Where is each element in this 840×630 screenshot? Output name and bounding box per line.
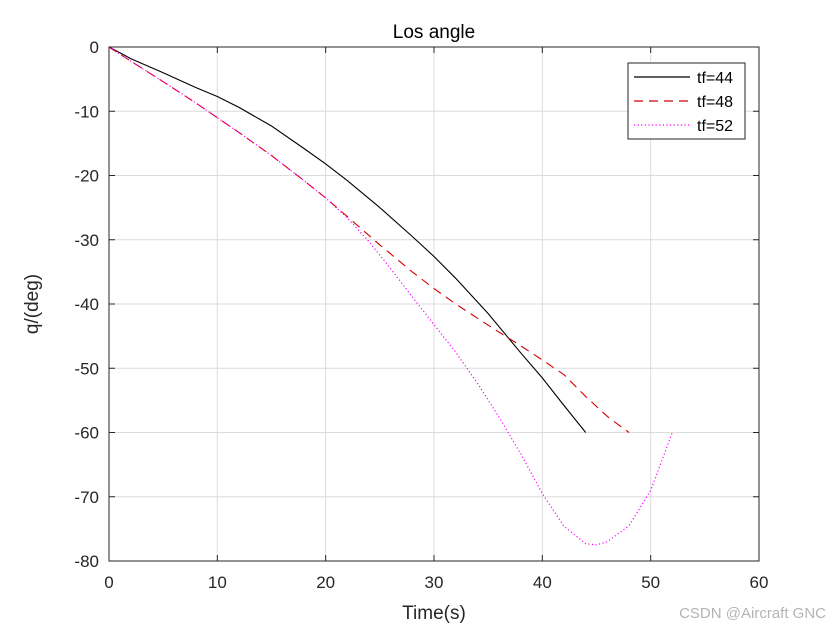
y-tick-label: -10 bbox=[74, 102, 99, 121]
y-tick-labels: 0 -10 -20 -30 -40 -50 -60 -70 -80 bbox=[74, 38, 99, 571]
data-series bbox=[108, 46, 673, 546]
x-tick-label: 0 bbox=[104, 573, 113, 592]
y-tick-label: -30 bbox=[74, 231, 99, 250]
x-tick-label: 60 bbox=[750, 573, 769, 592]
x-tick-label: 10 bbox=[208, 573, 227, 592]
x-tick-labels: 0 10 20 30 40 50 60 bbox=[104, 573, 768, 592]
x-tick-label: 20 bbox=[316, 573, 335, 592]
y-tick-label: -20 bbox=[74, 167, 99, 186]
y-tick-label: -70 bbox=[74, 488, 99, 507]
legend: tf=44 tf=48 tf=52 bbox=[627, 62, 746, 140]
y-tick-label: -40 bbox=[74, 295, 99, 314]
y-tick-label: -60 bbox=[74, 424, 99, 443]
legend-label: tf=44 bbox=[697, 70, 733, 87]
series-line-tf-52 bbox=[108, 46, 673, 546]
series-line-tf-44 bbox=[108, 46, 587, 433]
x-tick-label: 30 bbox=[425, 573, 444, 592]
legend-label: tf=52 bbox=[697, 118, 733, 135]
x-axis-label: Time(s) bbox=[402, 603, 466, 624]
legend-label: tf=48 bbox=[697, 94, 733, 111]
chart-title: Los angle bbox=[393, 22, 475, 43]
y-tick-label: 0 bbox=[90, 38, 99, 57]
y-tick-label: -50 bbox=[74, 359, 99, 378]
y-axis-label: q/(deg) bbox=[22, 274, 43, 334]
axis-ticks bbox=[108, 46, 760, 562]
watermark: CSDN @Aircraft GNC bbox=[679, 605, 826, 622]
x-tick-label: 40 bbox=[533, 573, 552, 592]
x-tick-label: 50 bbox=[641, 573, 660, 592]
y-tick-label: -80 bbox=[74, 552, 99, 571]
